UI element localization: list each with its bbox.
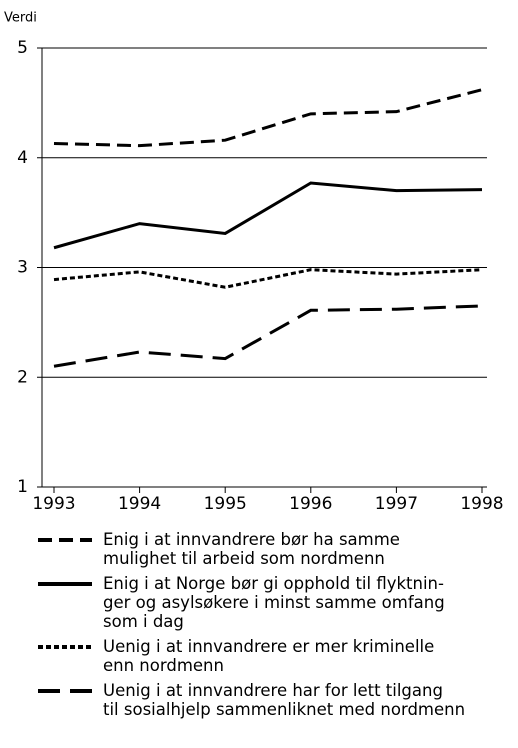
legend-label: Uenig i at innvandrere har for lett tilg…	[103, 681, 466, 719]
x-tick-label: 1997	[375, 494, 418, 514]
series-line	[53, 88, 483, 148]
y-tick-label: 4	[17, 148, 28, 168]
series-line	[53, 268, 483, 289]
legend-label: Enig i at innvandrere bør ha samme mulig…	[103, 530, 400, 568]
legend: Enig i at innvandrere bør ha samme mulig…	[0, 530, 518, 725]
x-tick-label: 1995	[204, 494, 247, 514]
legend-item: Uenig i at innvandrere har for lett tilg…	[0, 681, 518, 719]
y-tick-label: 1	[17, 477, 28, 497]
y-axis-label: Verdi	[4, 11, 37, 26]
legend-item: Uenig i at innvandrere er mer kriminelle…	[0, 637, 518, 675]
y-tick-label: 5	[17, 38, 28, 58]
legend-swatch	[38, 538, 92, 542]
legend-item: Enig i at innvandrere bør ha samme mulig…	[0, 530, 518, 568]
legend-swatch	[38, 645, 92, 649]
x-tick-label: 1996	[289, 494, 332, 514]
y-tick-label: 3	[17, 258, 28, 278]
x-tick-label: 1994	[118, 494, 161, 514]
legend-item: Enig i at Norge bør gi opphold til flykt…	[0, 574, 518, 631]
chart: Verdi 1 2 3 4 5 1993 1994 1995 1996 1997 1998	[4, 11, 504, 515]
x-tick-label: 1998	[460, 494, 503, 514]
legend-label: Uenig i at innvandrere er mer kriminelle…	[103, 637, 435, 675]
y-tick-label: 2	[17, 367, 28, 387]
legend-swatch	[38, 582, 92, 586]
legend-label: Enig i at Norge bør gi opphold til flykt…	[103, 574, 445, 631]
legend-swatch	[38, 689, 92, 693]
series-line	[53, 181, 483, 250]
x-tick-label: 1993	[32, 494, 75, 514]
series-line	[53, 304, 483, 368]
